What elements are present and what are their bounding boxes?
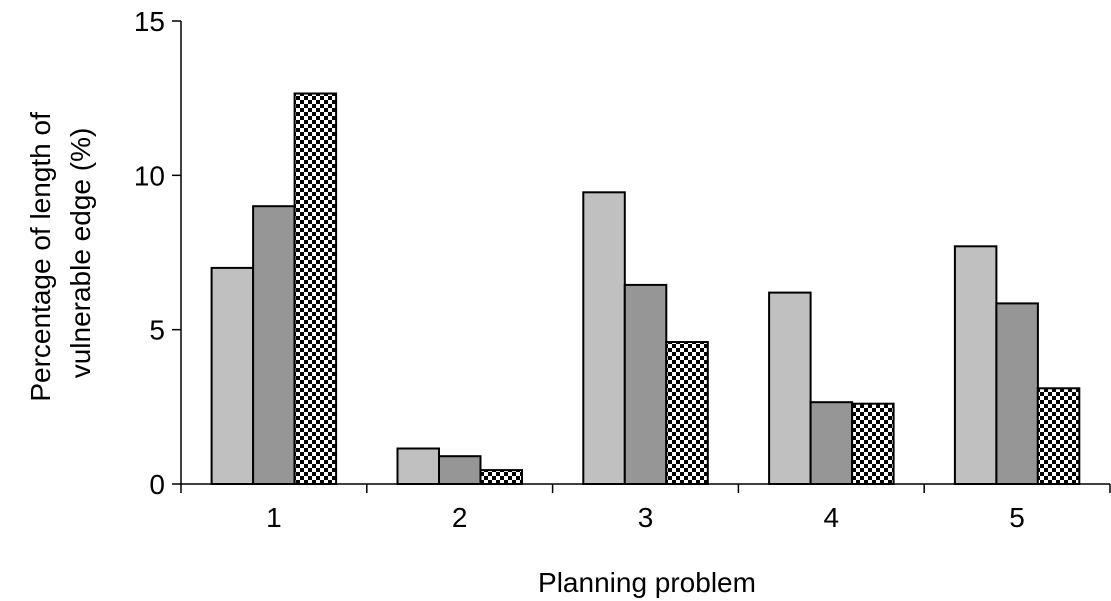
bar-series-1-cat-2 [396, 447, 440, 485]
bar-series-2-cat-5 [995, 302, 1039, 485]
y-tick-label: 0 [149, 469, 165, 500]
bar-series-1-cat-4 [768, 291, 812, 485]
bar-series-1-cat-1 [210, 266, 255, 485]
bar-series-3-cat-2 [479, 469, 523, 486]
bar-series-3-cat-3 [665, 341, 709, 485]
y-tick-label: 5 [149, 315, 165, 346]
bar-series-2-cat-1 [252, 205, 296, 485]
labels-group: 0 5 10 15 1 2 3 4 5 [134, 6, 1025, 533]
bar-series-3-cat-1 [293, 92, 338, 485]
y-axis-title: Percentage of length of vulnerable edge … [25, 104, 96, 401]
x-tick-label: 2 [452, 502, 468, 533]
axes-group [172, 20, 1111, 493]
y-axis-title-line-1: Percentage of length of [25, 112, 56, 402]
x-tick-label: 1 [266, 502, 282, 533]
x-tick-label: 4 [824, 502, 840, 533]
x-axis-title: Planning problem [538, 567, 756, 598]
bar-series-2-cat-2 [438, 455, 482, 486]
bars-group [210, 92, 1081, 486]
y-axis-title-line-2: vulnerable edge (%) [65, 128, 96, 379]
bar-series-1-cat-5 [953, 245, 998, 485]
bar-series-3-cat-5 [1036, 387, 1081, 485]
bar-series-2-cat-3 [623, 283, 668, 485]
bar-series-1-cat-3 [582, 191, 626, 486]
x-tick-label: 3 [638, 502, 654, 533]
bar-series-3-cat-4 [851, 402, 895, 486]
x-tick-label: 5 [1009, 502, 1025, 533]
y-tick-label: 10 [134, 160, 165, 191]
y-tick-label: 15 [134, 6, 165, 37]
bar-series-2-cat-4 [809, 401, 854, 486]
